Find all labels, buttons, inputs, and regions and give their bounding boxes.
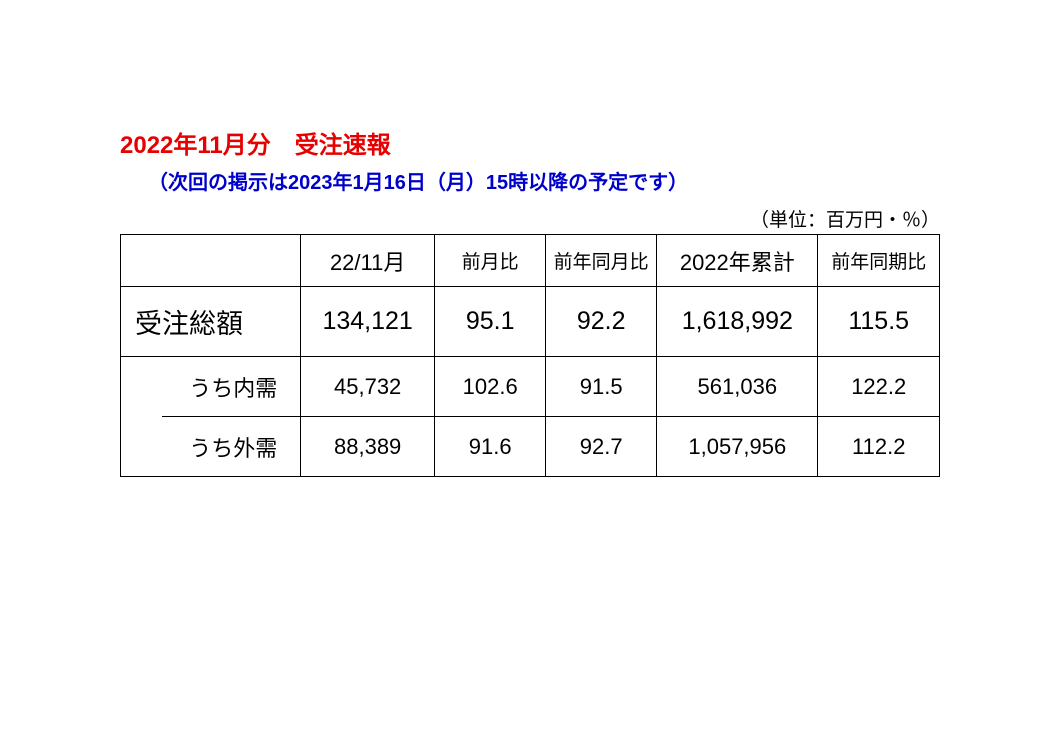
cell-total-cum-yoy: 115.5: [818, 287, 940, 357]
cell-domestic-yoy: 91.5: [546, 357, 657, 417]
header-month: 22/11月: [301, 235, 435, 287]
unit-label: （単位：百万円・％）: [120, 205, 940, 232]
table-row-total: 受注総額 134,121 95.1 92.2 1,618,992 115.5: [121, 287, 940, 357]
cell-total-cum: 1,618,992: [657, 287, 818, 357]
cell-domestic-cum: 561,036: [657, 357, 818, 417]
cell-foreign-month: 88,389: [301, 417, 435, 477]
row-label-domestic: うち内需: [162, 357, 300, 417]
cell-foreign-mom: 91.6: [435, 417, 546, 477]
indent-cell: [121, 357, 163, 477]
cell-foreign-cum: 1,057,956: [657, 417, 818, 477]
header-cumulative-yoy: 前年同期比: [818, 235, 940, 287]
header-yoy: 前年同月比: [546, 235, 657, 287]
cell-domestic-mom: 102.6: [435, 357, 546, 417]
cell-domestic-cum-yoy: 122.2: [818, 357, 940, 417]
table-header-row: 22/11月 前月比 前年同月比 2022年累計 前年同期比: [121, 235, 940, 287]
report-container: 2022年11月分 受注速報 （次回の掲示は2023年1月16日（月）15時以降…: [120, 125, 940, 477]
orders-table: 22/11月 前月比 前年同月比 2022年累計 前年同期比 受注総額 134,…: [120, 234, 940, 477]
header-mom: 前月比: [435, 235, 546, 287]
row-label-total: 受注総額: [121, 287, 301, 357]
table-row-domestic: うち内需 45,732 102.6 91.5 561,036 122.2: [121, 357, 940, 417]
cell-total-month: 134,121: [301, 287, 435, 357]
cell-total-yoy: 92.2: [546, 287, 657, 357]
cell-domestic-month: 45,732: [301, 357, 435, 417]
report-title: 2022年11月分 受注速報: [120, 125, 940, 160]
row-label-foreign: うち外需: [162, 417, 300, 477]
report-subtitle: （次回の掲示は2023年1月16日（月）15時以降の予定です）: [148, 166, 940, 195]
header-cumulative: 2022年累計: [657, 235, 818, 287]
cell-foreign-cum-yoy: 112.2: [818, 417, 940, 477]
cell-total-mom: 95.1: [435, 287, 546, 357]
cell-foreign-yoy: 92.7: [546, 417, 657, 477]
header-blank: [121, 235, 301, 287]
table-row-foreign: うち外需 88,389 91.6 92.7 1,057,956 112.2: [121, 417, 940, 477]
